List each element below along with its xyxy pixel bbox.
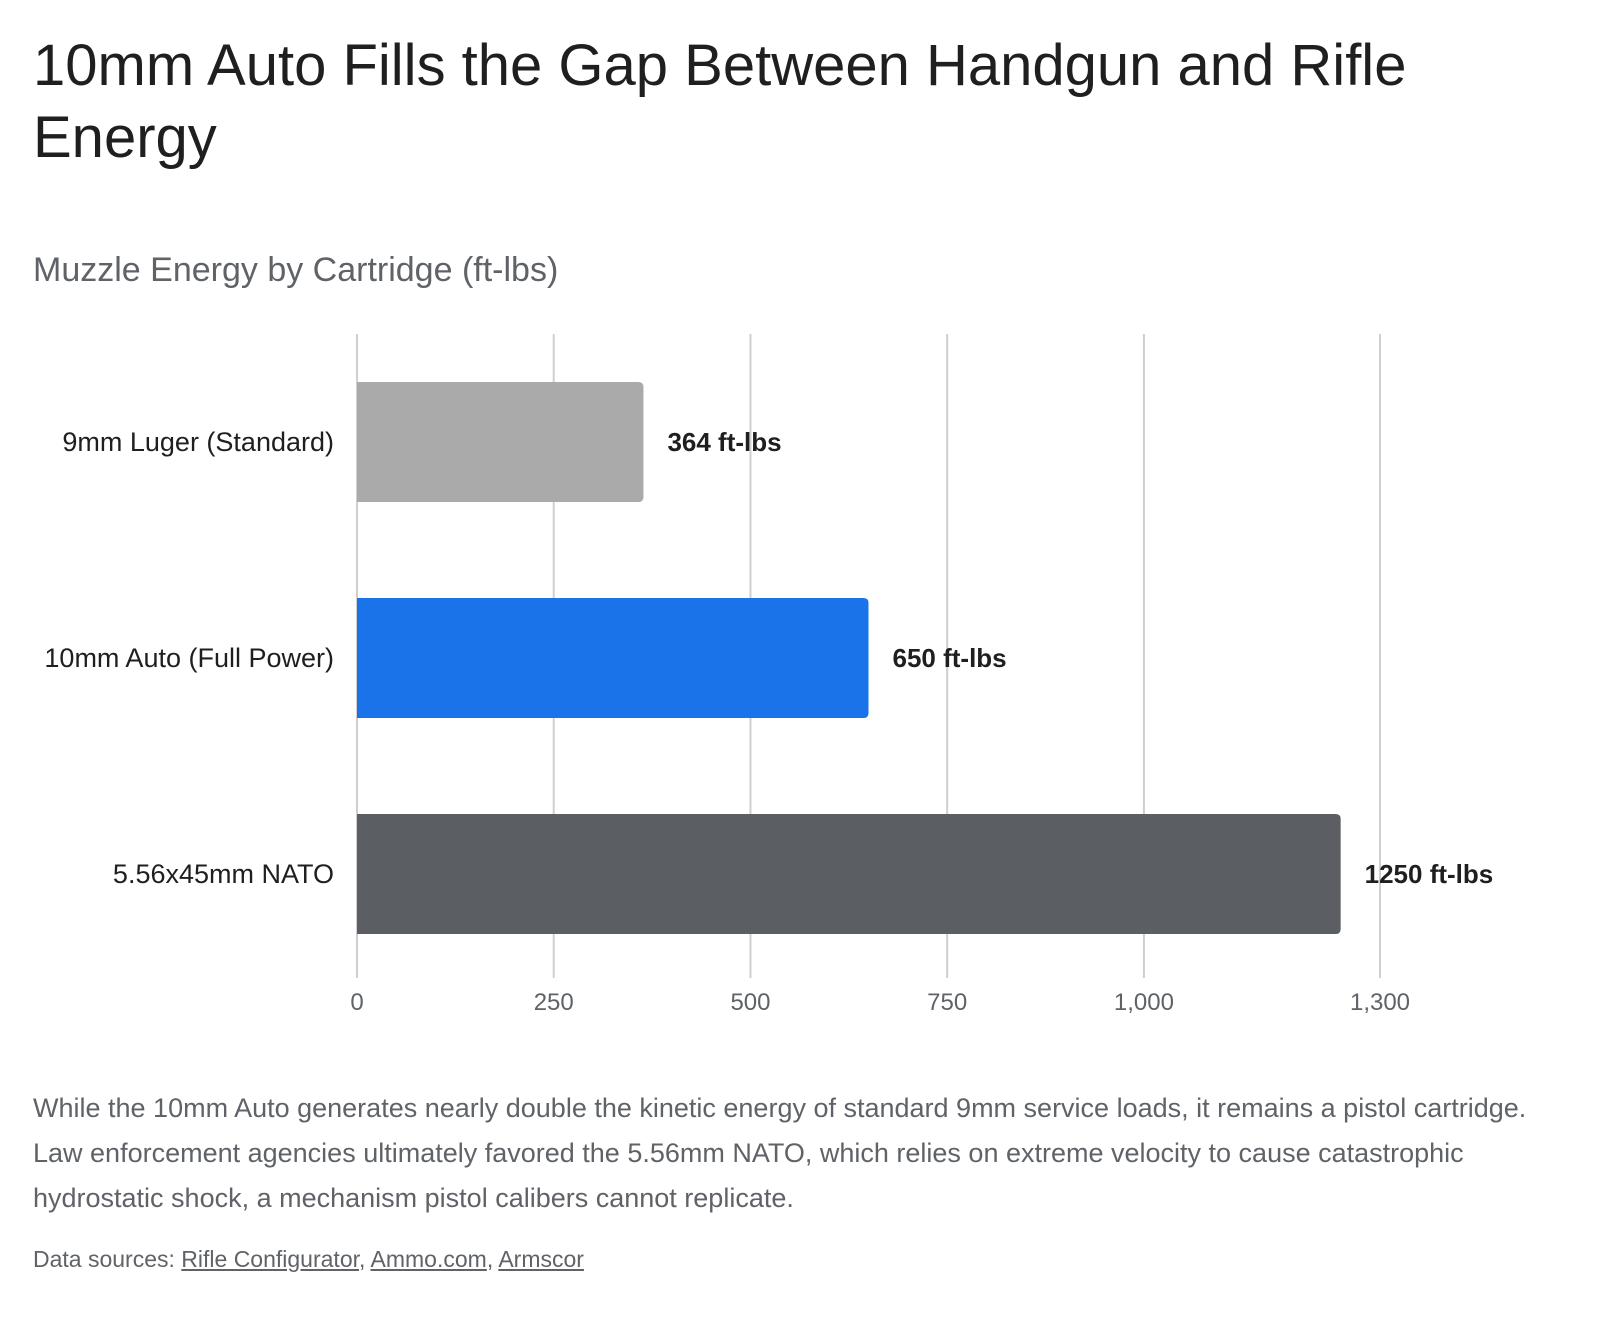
category-labels: 9mm Luger (Standard) 10mm Auto (Full Powe… — [44, 427, 334, 889]
chart-description: While the 10mm Auto generates nearly dou… — [33, 1093, 1527, 1213]
chart-subtitle: Muzzle Energy by Cartridge (ft-lbs) — [33, 251, 559, 289]
x-tick-label: 500 — [730, 989, 770, 1016]
source-link-armscor[interactable]: Armscor — [498, 1246, 584, 1272]
data-label: 650 ft-lbs — [893, 643, 1007, 673]
x-tick-label: 750 — [927, 989, 967, 1016]
data-label: 1250 ft-lbs — [1365, 859, 1494, 889]
bars — [357, 382, 1341, 934]
source-link-ammo-com[interactable]: Ammo.com — [370, 1246, 487, 1272]
x-tick-label: 0 — [350, 989, 363, 1016]
bar — [357, 814, 1341, 934]
category-label: 10mm Auto (Full Power) — [44, 643, 334, 673]
chart-title: 10mm Auto Fills the Gap Between Handgun … — [33, 33, 1407, 170]
value-labels: 364 ft-lbs 650 ft-lbs 1250 ft-lbs — [667, 427, 1493, 889]
bar — [357, 382, 644, 502]
bar — [357, 598, 869, 718]
x-tick-label: 1,300 — [1350, 989, 1410, 1016]
x-tick-label: 1,000 — [1114, 989, 1174, 1016]
x-tick-label: 250 — [534, 989, 574, 1016]
bar-chart: 9mm Luger (Standard) 10mm Auto (Full Powe… — [44, 334, 1493, 1016]
data-sources: Data sources: Rifle Configurator, Ammo.c… — [33, 1246, 584, 1272]
source-link-rifle-configurator[interactable]: Rifle Configurator — [181, 1246, 359, 1272]
data-label: 364 ft-lbs — [667, 427, 781, 457]
sources-label: Data sources: — [33, 1246, 175, 1272]
category-label: 9mm Luger (Standard) — [62, 427, 334, 457]
x-axis-ticks: 0 250 500 750 1,000 1,300 — [350, 989, 1410, 1016]
category-label: 5.56x45mm NATO — [113, 859, 334, 889]
